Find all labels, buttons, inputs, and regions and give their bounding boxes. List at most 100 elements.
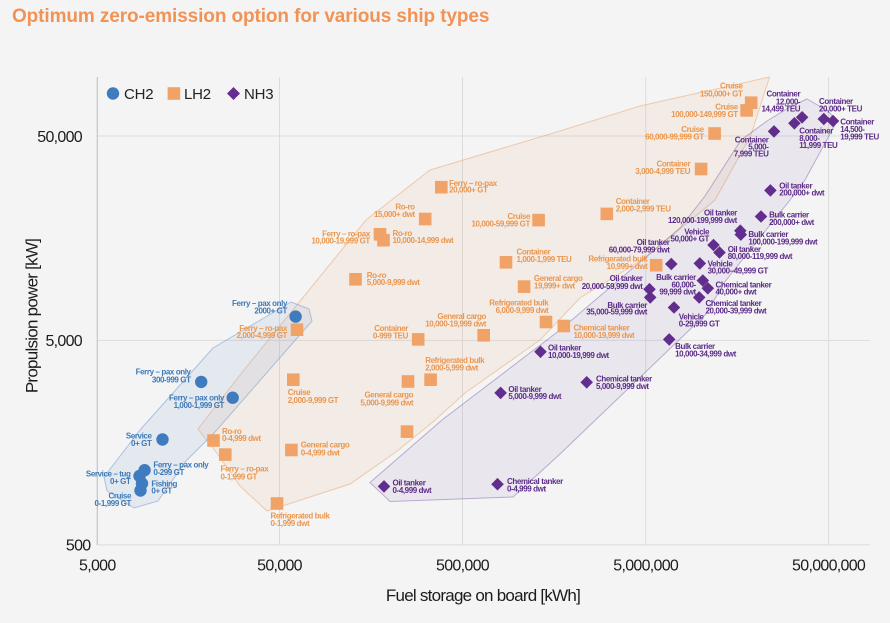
svg-text:Chemical tanker: Chemical tanker: [596, 375, 652, 384]
svg-text:General cargo: General cargo: [301, 441, 350, 450]
svg-text:Chemical tanker: Chemical tanker: [706, 299, 762, 308]
svg-text:5,000-9,999 dwt: 5,000-9,999 dwt: [596, 382, 649, 391]
svg-text:20,000-59,999 dwt: 20,000-59,999 dwt: [582, 282, 644, 291]
svg-text:CH2: CH2: [124, 86, 153, 103]
svg-text:Ferry – ro-pax: Ferry – ro-pax: [449, 179, 498, 188]
svg-text:Ro-ro: Ro-ro: [222, 427, 242, 436]
svg-text:Oil tanker: Oil tanker: [704, 209, 737, 218]
svg-text:Ro-ro: Ro-ro: [395, 202, 415, 211]
svg-text:10,000-19,999 dwt: 10,000-19,999 dwt: [425, 320, 487, 329]
svg-text:Ferry – pax only: Ferry – pax only: [153, 461, 209, 470]
svg-text:19,999 TEU: 19,999 TEU: [840, 133, 879, 142]
svg-text:5,000: 5,000: [79, 558, 116, 575]
svg-text:Ferry – pax only: Ferry – pax only: [169, 394, 225, 403]
svg-text:60,000-79,999 dwt: 60,000-79,999 dwt: [609, 245, 671, 254]
svg-text:Refrigerated bulk: Refrigerated bulk: [588, 254, 648, 263]
svg-text:Container: Container: [517, 247, 551, 256]
svg-text:2,000-9,999 GT: 2,000-9,999 GT: [288, 396, 339, 405]
svg-text:150,000+ GT: 150,000+ GT: [700, 89, 743, 98]
svg-text:7,999 TEU: 7,999 TEU: [734, 150, 769, 159]
svg-text:Bulk carrier: Bulk carrier: [675, 342, 715, 351]
svg-text:LH2: LH2: [184, 86, 211, 103]
svg-text:60,000-: 60,000-: [671, 280, 696, 289]
svg-text:5,000-: 5,000-: [748, 143, 769, 152]
svg-text:20,000+ TEU: 20,000+ TEU: [819, 104, 863, 113]
svg-text:5,000-9,999 dwt: 5,000-9,999 dwt: [367, 278, 420, 287]
svg-text:35,000-59,999 dwt: 35,000-59,999 dwt: [586, 308, 648, 317]
svg-text:99,999 dwt: 99,999 dwt: [659, 288, 696, 297]
svg-text:50,000: 50,000: [257, 558, 303, 575]
svg-text:2,000-5,999 dwt: 2,000-5,999 dwt: [425, 364, 478, 373]
svg-text:Ferry – ro-pax: Ferry – ro-pax: [239, 324, 288, 333]
svg-text:Container: Container: [819, 97, 853, 106]
svg-text:Chemical tanker: Chemical tanker: [507, 477, 563, 486]
svg-text:Container: Container: [374, 324, 408, 333]
svg-text:Bulk carrier: Bulk carrier: [607, 301, 647, 310]
svg-text:Ferry – ro-pax: Ferry – ro-pax: [221, 465, 270, 474]
svg-text:Propulsion power [kW]: Propulsion power [kW]: [23, 239, 42, 393]
svg-text:Oil tanker: Oil tanker: [508, 385, 541, 394]
svg-text:Oil tanker: Oil tanker: [728, 245, 761, 254]
svg-text:Bulk carrier: Bulk carrier: [769, 210, 809, 219]
svg-text:0-299 GT: 0-299 GT: [153, 468, 184, 477]
svg-text:6,000-9,999 dwt: 6,000-9,999 dwt: [496, 306, 549, 315]
svg-text:10,000-34,999 dwt: 10,000-34,999 dwt: [675, 349, 737, 358]
svg-text:Container: Container: [799, 126, 833, 135]
svg-text:3,000-4,999 TEU: 3,000-4,999 TEU: [635, 167, 691, 176]
svg-text:50,000,000: 50,000,000: [792, 558, 866, 575]
svg-text:Chemical tanker: Chemical tanker: [574, 323, 630, 332]
svg-text:Chemical tanker: Chemical tanker: [716, 280, 772, 289]
svg-text:0-1,999 dwt: 0-1,999 dwt: [271, 519, 310, 528]
svg-text:Cruise: Cruise: [109, 491, 132, 500]
svg-text:200,000+ dwt: 200,000+ dwt: [769, 218, 815, 227]
svg-text:Ro-ro: Ro-ro: [393, 229, 413, 238]
svg-text:0-1,999 GT: 0-1,999 GT: [221, 472, 258, 481]
svg-text:Service – tug: Service – tug: [86, 470, 131, 479]
svg-text:40,000+ dwt: 40,000+ dwt: [716, 288, 757, 297]
svg-text:5,000-9,999 dwt: 5,000-9,999 dwt: [360, 398, 413, 407]
svg-text:2,000-2,999 TEU: 2,000-2,999 TEU: [616, 204, 672, 213]
svg-text:0+ GT: 0+ GT: [151, 487, 172, 496]
svg-text:10,999+ dwt: 10,999+ dwt: [607, 262, 648, 271]
svg-text:Container: Container: [735, 135, 769, 144]
svg-text:14,500-: 14,500-: [840, 125, 865, 134]
svg-text:5,000: 5,000: [45, 333, 82, 350]
svg-text:Oil tanker: Oil tanker: [548, 344, 581, 353]
svg-text:Ferry – pax only: Ferry – pax only: [232, 299, 288, 308]
svg-text:General cargo: General cargo: [534, 274, 583, 283]
svg-text:Ferry – ro-pax: Ferry – ro-pax: [322, 229, 371, 238]
svg-text:10,000-14,999 dwt: 10,000-14,999 dwt: [393, 236, 455, 245]
svg-text:0+ GT: 0+ GT: [110, 477, 131, 486]
svg-text:300-999 GT: 300-999 GT: [152, 376, 191, 385]
svg-text:Vehicle: Vehicle: [684, 227, 710, 236]
svg-text:10,000-19,999 dwt: 10,000-19,999 dwt: [548, 351, 610, 360]
svg-text:19,999+ dwt: 19,999+ dwt: [534, 282, 575, 291]
svg-text:Refrigerated bulk: Refrigerated bulk: [489, 299, 549, 308]
svg-text:Service: Service: [126, 431, 153, 440]
svg-text:1,000-1,999 TEU: 1,000-1,999 TEU: [517, 255, 573, 264]
svg-text:1,000-1,999 GT: 1,000-1,999 GT: [174, 401, 225, 410]
svg-text:100,000-199,999 dwt: 100,000-199,999 dwt: [748, 237, 818, 246]
svg-text:30,000–49,999 GT: 30,000–49,999 GT: [708, 267, 769, 276]
svg-text:Refrigerated bulk: Refrigerated bulk: [425, 356, 485, 365]
svg-text:Oil tanker: Oil tanker: [637, 238, 670, 247]
svg-text:Optimum zero-emission option f: Optimum zero-emission option for various…: [12, 6, 489, 27]
svg-text:60,000-99,999 GT: 60,000-99,999 GT: [645, 133, 704, 142]
svg-text:0-999 TEU: 0-999 TEU: [373, 331, 409, 340]
svg-text:11,999 TEU: 11,999 TEU: [799, 141, 838, 150]
svg-text:0-4,999 dwt: 0-4,999 dwt: [222, 434, 261, 443]
svg-text:Cruise: Cruise: [681, 125, 704, 134]
svg-text:General cargo: General cargo: [437, 312, 486, 321]
svg-text:50,000: 50,000: [37, 129, 83, 146]
svg-text:80,000-119,999 dwt: 80,000-119,999 dwt: [728, 252, 793, 261]
svg-text:Fishing: Fishing: [151, 479, 177, 488]
svg-text:14,499 TEU: 14,499 TEU: [761, 105, 800, 114]
svg-text:Refrigerated bulk: Refrigerated bulk: [271, 511, 331, 520]
svg-text:0-29,999 GT: 0-29,999 GT: [679, 319, 720, 328]
svg-text:15,000+ dwt: 15,000+ dwt: [374, 210, 415, 219]
svg-text:Cruise: Cruise: [508, 212, 531, 221]
svg-text:5,000,000: 5,000,000: [613, 558, 679, 575]
svg-text:500,000: 500,000: [436, 558, 490, 575]
svg-text:Oil tanker: Oil tanker: [779, 181, 812, 190]
svg-text:Bulk carrier: Bulk carrier: [748, 230, 788, 239]
